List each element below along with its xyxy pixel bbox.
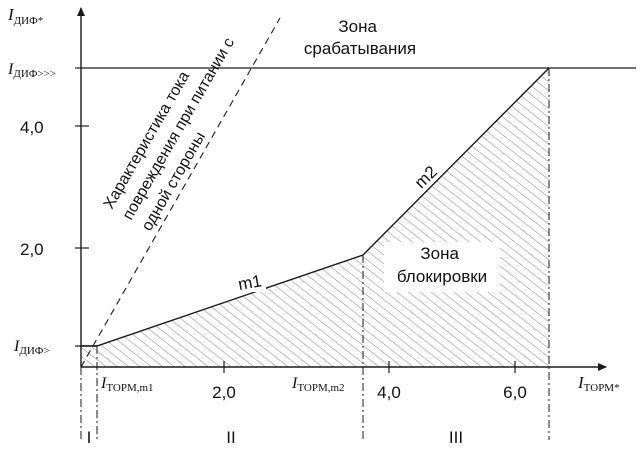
fault-characteristic-line <box>80 17 281 368</box>
region-label-1: I <box>87 428 92 447</box>
x-tick-label-2: 2,0 <box>212 383 236 402</box>
m1-label-bg <box>236 272 266 292</box>
x-tick-label-torm-m2: IТОРМ,m2 <box>291 375 345 394</box>
y-tick-label-4: 4,0 <box>20 118 44 137</box>
y-tick-label-dif-low: IДИФ> <box>13 338 50 357</box>
x-tick-label-4: 4,0 <box>377 383 401 402</box>
block-zone-label: Зона блокировки <box>397 244 487 286</box>
y-tick-label-dif-high: IДИФ>>> <box>7 61 56 80</box>
blocking-zone-hatch <box>81 68 549 367</box>
region-label-3: III <box>449 428 463 447</box>
y-axis-label: IДИФ* <box>7 5 43 27</box>
x-tick-label-torm-m1: IТОРМ,m1 <box>100 375 154 394</box>
block-zone-label-bg <box>384 242 500 292</box>
x-axis-label: IТОРМ* <box>577 373 620 394</box>
fault-characteristic-label: Характеристика тока повреждения при пита… <box>101 20 260 234</box>
slope-label-m1: m1 <box>237 271 264 294</box>
region-label-2: II <box>226 428 235 447</box>
operate-zone-label: Зона срабатывания <box>304 17 416 58</box>
x-tick-label-6: 6,0 <box>503 383 527 402</box>
y-tick-label-2: 2,0 <box>20 240 44 259</box>
